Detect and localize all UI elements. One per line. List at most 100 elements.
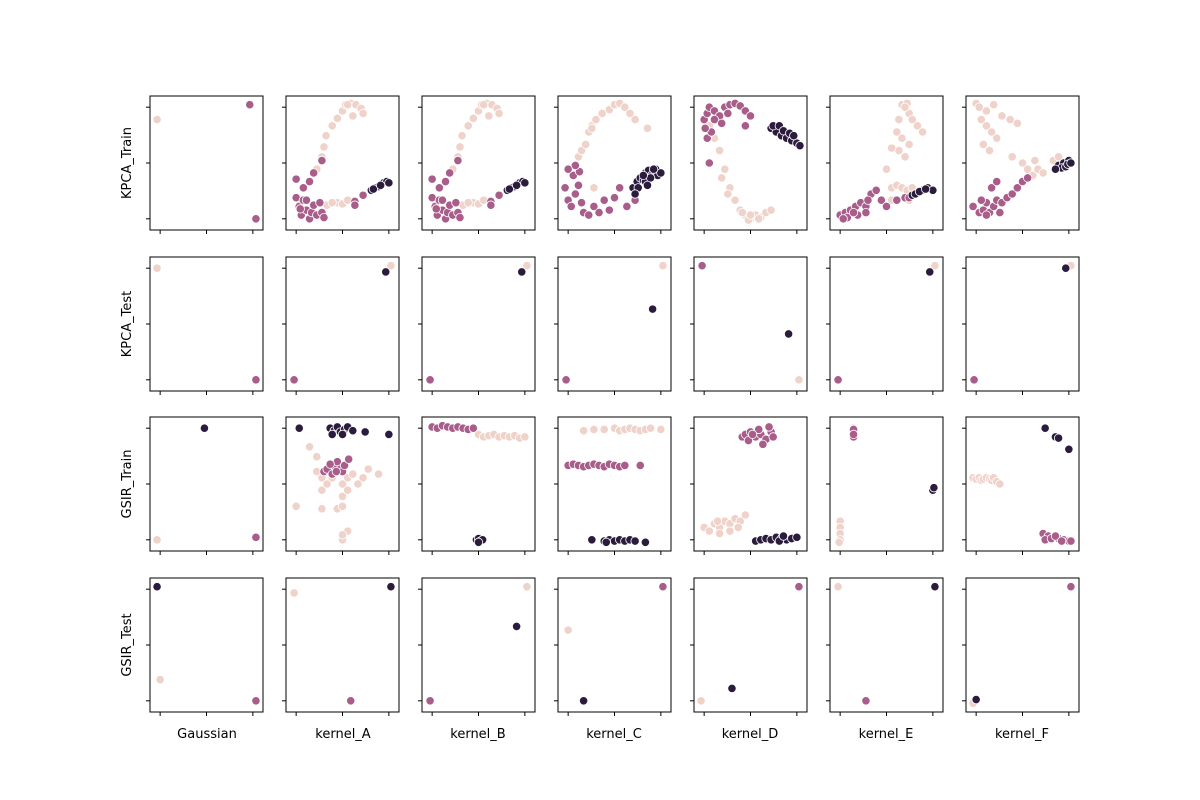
data-point [1012,118,1022,128]
data-point [794,375,804,385]
data-point [512,621,522,632]
data-point [587,123,597,133]
data-point [968,201,978,211]
data-point [309,168,319,178]
data-point [861,208,871,218]
data-point [1007,189,1017,199]
data-point [1050,531,1061,541]
data-point [457,131,467,141]
data-point [712,516,723,526]
data-point [560,183,570,193]
data-point [373,469,384,479]
data-point [381,267,391,277]
scatter-panel [826,416,944,555]
data-point [327,429,337,439]
data-point [892,127,902,137]
data-point [784,329,794,339]
data-point [625,108,635,119]
panel-frame [421,416,536,552]
scatter-panel [690,95,808,234]
data-point [152,115,162,125]
data-point [251,375,261,385]
data-point [386,261,396,271]
data-point [1023,173,1033,183]
data-point [887,143,897,153]
panel-frame [149,256,264,392]
scatter-panel [418,95,536,234]
data-point [1053,433,1064,443]
data-point [343,485,353,495]
data-point [245,100,255,110]
column-label-kernel-a: kernel_A [315,727,371,742]
data-point [289,588,299,598]
row-label-gsir-train: GSIR_Train [120,450,135,519]
data-point [630,536,640,546]
data-point [289,375,299,385]
scatter-panel [826,95,944,234]
column-label-kernel-b: kernel_B [450,727,505,742]
scatter-panel [690,256,808,395]
data-point [720,164,730,174]
data-point [833,582,843,592]
panel-grid [146,95,1080,716]
data-point [984,146,995,156]
data-point [907,115,917,125]
data-point [730,195,740,205]
data-point [152,582,162,592]
data-point [512,180,522,190]
scatter-panel [282,416,400,555]
data-point [981,210,992,220]
data-point [578,696,589,706]
data-point [520,178,530,188]
data-point [346,696,356,706]
data-point [622,201,632,211]
data-point [451,198,461,208]
scatter-panel [690,416,808,555]
data-point [986,183,997,193]
panel-frame [829,95,944,231]
data-point [319,212,329,223]
data-point [343,100,353,110]
scatter-panel [962,256,1080,395]
data-point [291,174,301,184]
data-point [789,131,799,141]
data-point [384,429,394,439]
data-point [348,111,358,121]
data-point [353,479,363,489]
data-point [455,142,465,152]
data-point [737,208,747,218]
data-point [635,460,645,470]
data-point [697,261,707,271]
data-point [591,115,601,125]
data-point [645,423,656,433]
panel-frame [557,577,672,713]
data-point [723,189,733,199]
data-point [871,185,881,195]
data-point [986,127,997,137]
data-point [584,210,594,220]
scatter-panel [146,577,264,716]
data-point [768,432,778,442]
data-point [925,267,935,277]
data-point [604,205,614,215]
data-point [155,675,165,685]
data-point [638,170,648,180]
scatter-panel [418,256,536,395]
data-point [1066,536,1076,546]
data-point [566,201,576,211]
data-point [620,460,630,470]
panel-frame [829,416,944,552]
data-point [331,466,341,477]
data-point [758,439,768,449]
data-point [740,121,750,131]
column-label-kernel-e: kernel_E [859,727,914,742]
data-point [468,423,478,433]
data-point [337,479,348,489]
data-point [332,113,342,123]
data-point [594,208,604,218]
data-point [363,464,373,474]
data-point [766,205,776,215]
data-point [912,121,923,131]
scatter-panel [962,577,1080,716]
